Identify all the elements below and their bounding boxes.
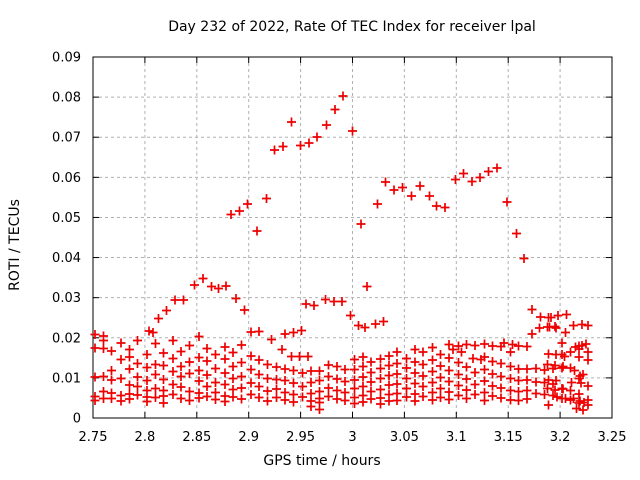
y-tick-label: 0 — [73, 412, 81, 427]
y-tick-label: 0.01 — [52, 371, 81, 386]
y-tick-label: 0.06 — [52, 171, 81, 186]
x-tick-label: 2.9 — [238, 430, 259, 445]
axis-ticks — [92, 56, 613, 419]
x-tick-label: 3.15 — [494, 430, 523, 445]
x-tick-label: 2.75 — [79, 430, 108, 445]
y-tick-label: 0.04 — [52, 251, 81, 266]
x-tick-labels: 2.75 2.8 2.85 2.9 2.95 3 3.05 3.1 3.15 3.2 3.25 — [79, 430, 627, 445]
x-tick-label: 3 — [348, 430, 356, 445]
x-tick-label: 2.8 — [135, 430, 156, 445]
scatter-plus-markers — [90, 91, 593, 415]
x-tick-label: 3.05 — [390, 430, 419, 445]
x-tick-label: 3.1 — [446, 430, 467, 445]
y-tick-label: 0.07 — [52, 131, 81, 146]
x-tick-label: 3.25 — [598, 430, 627, 445]
chart-title: Day 232 of 2022, Rate Of TEC Index for r… — [168, 19, 536, 35]
y-tick-label: 0.08 — [52, 91, 81, 106]
y-tick-label: 0.03 — [52, 291, 81, 306]
y-tick-labels: 0 0.01 0.02 0.03 0.04 0.05 0.06 0.07 0.08 0.09 — [52, 51, 81, 427]
y-axis-label: ROTI / TECUs — [7, 199, 23, 291]
x-tick-label: 2.85 — [182, 430, 211, 445]
y-tick-label: 0.02 — [52, 331, 81, 346]
y-tick-label: 0.05 — [52, 211, 81, 226]
gridlines — [93, 57, 612, 418]
y-tick-label: 0.09 — [52, 51, 81, 66]
x-tick-label: 2.95 — [286, 430, 315, 445]
x-axis-label: GPS time / hours — [263, 453, 380, 469]
data-points — [90, 91, 593, 415]
x-tick-label: 3.2 — [550, 430, 571, 445]
